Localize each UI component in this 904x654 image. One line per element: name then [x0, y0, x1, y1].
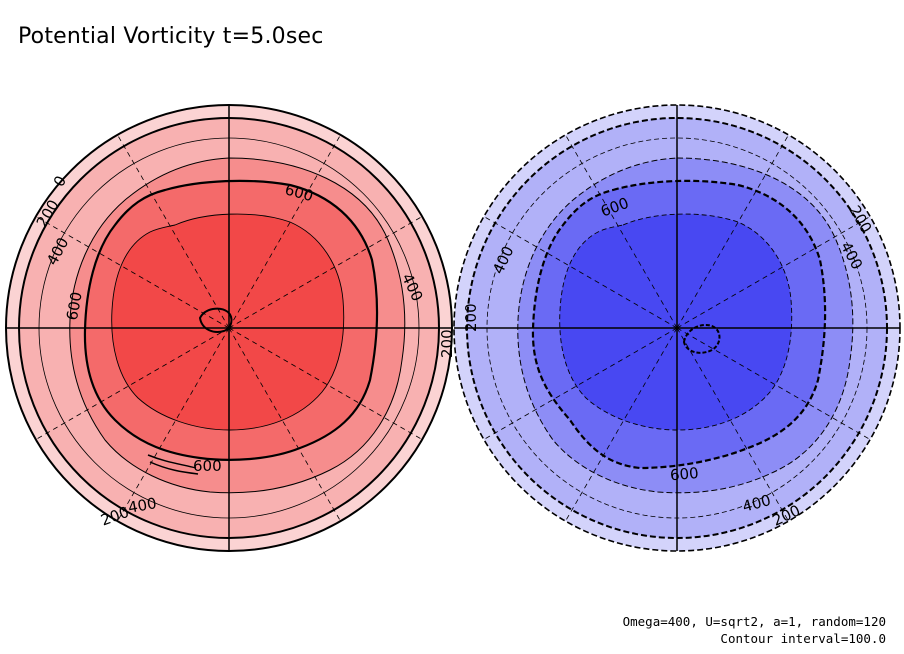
left-center-contour: [198, 307, 233, 333]
left-grid: [5, 104, 453, 552]
right-center-contour: [682, 324, 721, 354]
right-level-600: [559, 213, 793, 431]
right-polar-panel: 200 400 600 200 400 600 400 200: [453, 104, 901, 552]
left-spokes: [35, 134, 423, 522]
left-streak-contour: [147, 454, 199, 475]
left-label-600a: 600: [63, 290, 86, 321]
plot-title: Potential Vorticity t=5.0sec: [18, 24, 324, 49]
right-grid: [453, 104, 901, 552]
contour-interval-note: Contour interval=100.0: [720, 631, 886, 646]
right-label-600b: 600: [669, 464, 699, 484]
right-spokes: [483, 134, 871, 522]
left-polar-panel: 0 200 400 600 600 400 200 600 400 200: [5, 104, 456, 552]
left-label-400c: 400: [127, 494, 158, 517]
right-label-200a: 200: [462, 303, 480, 332]
left-label-200b: 200: [438, 329, 456, 358]
parameters-note: Omega=400, U=sqrt2, a=1, random=120: [622, 614, 886, 629]
left-label-600c: 600: [193, 457, 222, 475]
